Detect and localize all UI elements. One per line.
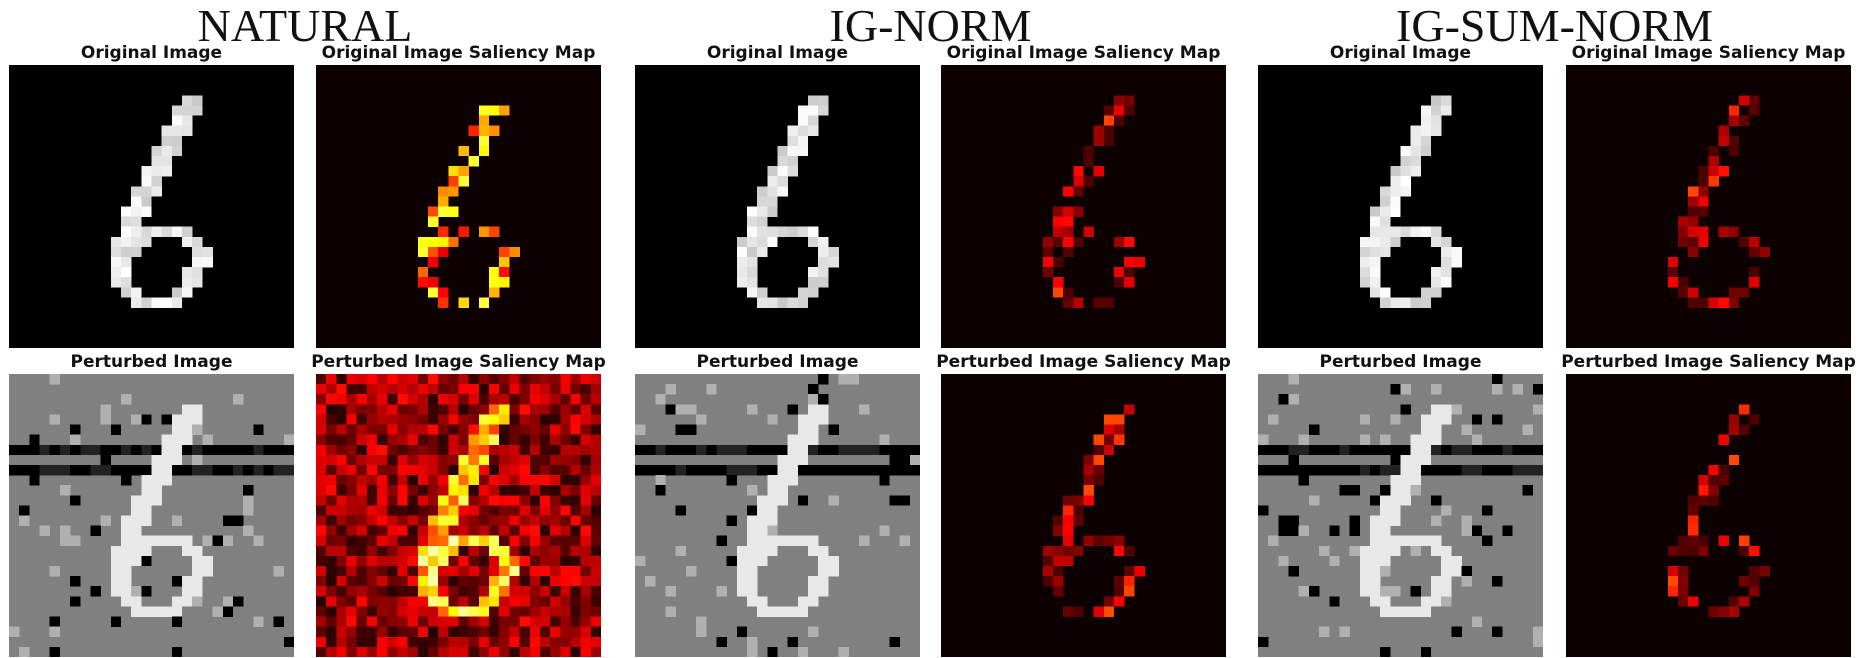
- panel-image: [1566, 65, 1851, 348]
- panel-title: Perturbed Image: [618, 352, 938, 372]
- panel-title: Original Image Saliency Map: [299, 43, 619, 63]
- panel-title: Original Image Saliency Map: [1549, 43, 1860, 63]
- panel-image: [941, 374, 1226, 657]
- panel-title: Original Image: [0, 43, 312, 63]
- panel-image: [941, 65, 1226, 348]
- panel-image: [9, 65, 294, 348]
- panel-image: [316, 65, 601, 348]
- panel-image: [316, 374, 601, 657]
- figure: NATURALOriginal ImageOriginal Image Sali…: [0, 0, 1860, 658]
- panel-image: [1258, 374, 1543, 657]
- panel-image: [635, 65, 920, 348]
- panel-title: Perturbed Image Saliency Map: [924, 352, 1244, 372]
- panel-title: Perturbed Image: [0, 352, 312, 372]
- panel-image: [9, 374, 294, 657]
- panel-title: Original Image Saliency Map: [924, 43, 1244, 63]
- panel-image: [1258, 65, 1543, 348]
- panel-image: [1566, 374, 1851, 657]
- panel-title: Original Image: [618, 43, 938, 63]
- panel-title: Original Image: [1241, 43, 1561, 63]
- panel-title: Perturbed Image: [1241, 352, 1561, 372]
- panel-title: Perturbed Image Saliency Map: [299, 352, 619, 372]
- panel-title: Perturbed Image Saliency Map: [1549, 352, 1860, 372]
- panel-image: [635, 374, 920, 657]
